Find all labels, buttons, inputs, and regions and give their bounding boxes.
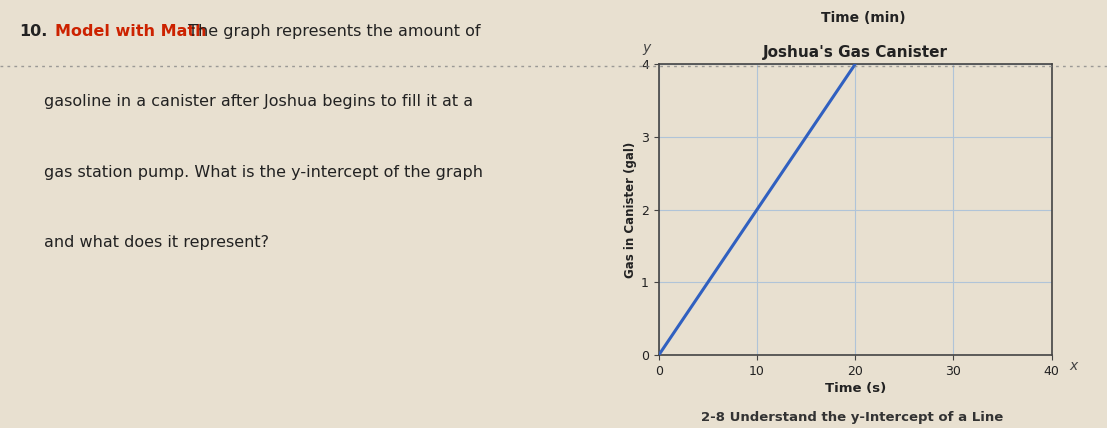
Text: gasoline in a canister after Joshua begins to fill it at a: gasoline in a canister after Joshua begi… [43, 94, 473, 109]
Text: and what does it represent?: and what does it represent? [43, 235, 269, 250]
Title: Joshua's Gas Canister: Joshua's Gas Canister [763, 45, 948, 60]
Text: 10.: 10. [19, 24, 48, 39]
Text: x: x [1069, 359, 1077, 373]
Text: Model with Math: Model with Math [54, 24, 206, 39]
Text: gas station pump. What is the y-intercept of the graph: gas station pump. What is the y-intercep… [43, 165, 483, 180]
Text: y: y [642, 42, 651, 56]
Text: Time (min): Time (min) [821, 11, 906, 25]
Y-axis label: Gas in Canister (gal): Gas in Canister (gal) [623, 142, 637, 278]
X-axis label: Time (s): Time (s) [825, 382, 886, 395]
Text: 2-8 Understand the y-Intercept of a Line: 2-8 Understand the y-Intercept of a Line [701, 411, 1004, 424]
Text: The graph represents the amount of: The graph represents the amount of [183, 24, 480, 39]
